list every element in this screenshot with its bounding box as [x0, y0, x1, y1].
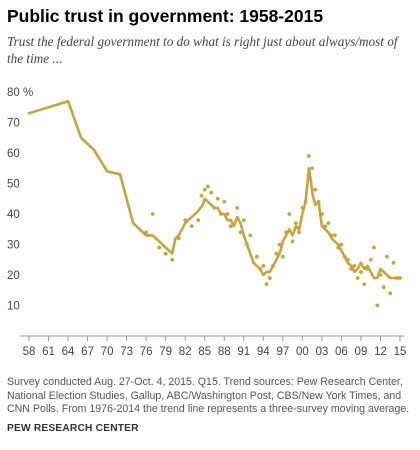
survey-point: [225, 212, 230, 216]
x-tick-label: 09: [355, 346, 368, 358]
x-tick-label: 15: [394, 346, 407, 358]
y-tick-label: 20: [7, 270, 20, 282]
survey-point: [388, 291, 393, 296]
trust-chart: 10 20 30 40 50 60 70 80 % 58 61 64 67 70 73 76 79 82 85 8…: [7, 87, 407, 358]
survey-point: [391, 260, 396, 265]
survey-point: [381, 285, 386, 290]
survey-point: [163, 251, 168, 256]
chart-note: Survey conducted Aug. 27-Oct. 4, 2015. Q…: [7, 376, 410, 415]
survey-point: [290, 239, 295, 244]
survey-point: [150, 212, 155, 216]
survey-point: [375, 303, 380, 308]
trend-line: [27, 99, 402, 280]
survey-point: [313, 187, 318, 192]
survey-point: [326, 221, 331, 226]
chart-title: Public trust in government: 1958-2015: [7, 6, 324, 26]
survey-point: [293, 221, 298, 226]
x-tick-label: 85: [198, 346, 211, 358]
x-tick-label: 97: [276, 346, 289, 358]
x-tick-label: 12: [374, 346, 387, 358]
survey-point: [362, 282, 367, 287]
x-tick-label: 67: [81, 346, 94, 358]
survey-point: [189, 224, 194, 229]
survey-point: [228, 224, 233, 229]
x-axis-ticks: [28, 336, 401, 341]
survey-point: [170, 257, 175, 262]
y-tick-label: 40: [7, 209, 20, 221]
survey-point: [267, 276, 272, 280]
x-tick-label: 76: [140, 346, 153, 358]
survey-point: [385, 254, 389, 259]
survey-point: [297, 230, 302, 235]
survey-point: [372, 245, 376, 250]
x-axis-tick-labels: 58 61 64 67 70 73 76 79 82 85 88 91 94 97 00 03 06 09 12 15: [23, 346, 407, 358]
survey-point: [254, 254, 259, 259]
source-label: PEW RESEARCH CENTER: [7, 423, 139, 434]
x-tick-label: 61: [42, 346, 55, 358]
y-tick-label: 50: [7, 179, 20, 191]
survey-point: [310, 166, 315, 171]
survey-point: [241, 218, 246, 223]
survey-point: [235, 206, 240, 210]
survey-point: [261, 263, 266, 268]
x-tick-label: 94: [257, 346, 270, 358]
survey-point: [368, 257, 373, 262]
y-tick-label: 30: [7, 240, 20, 252]
survey-point: [333, 233, 337, 238]
x-tick-label: 03: [315, 346, 328, 358]
x-tick-label: 64: [62, 346, 75, 358]
survey-point: [306, 154, 311, 158]
x-tick-label: 79: [159, 346, 172, 358]
x-tick-label: 58: [23, 346, 36, 358]
x-tick-label: 70: [101, 346, 114, 358]
survey-point: [248, 233, 253, 238]
x-tick-label: 06: [335, 346, 348, 358]
survey-point: [206, 184, 210, 189]
x-tick-label: 73: [120, 346, 133, 358]
survey-point: [222, 199, 227, 204]
survey-point: [339, 242, 344, 247]
survey-point: [352, 263, 357, 268]
survey-point: [157, 245, 162, 250]
survey-points: [144, 154, 402, 308]
chart-subtitle: Trust the federal government to do what …: [7, 34, 398, 66]
survey-point: [215, 196, 220, 201]
survey-point: [287, 212, 292, 216]
survey-point: [355, 276, 360, 280]
x-tick-label: 91: [237, 346, 250, 358]
survey-point: [202, 187, 207, 192]
y-tick-label: 60: [7, 148, 20, 160]
y-tick-label: 80 %: [7, 87, 33, 99]
x-tick-label: 00: [296, 346, 309, 358]
survey-point: [359, 270, 363, 274]
survey-point: [209, 190, 214, 195]
y-axis-tick-labels: 10 20 30 40 50 60 70 80 %: [7, 87, 33, 313]
y-tick-label: 70: [7, 118, 20, 130]
survey-point: [264, 282, 269, 287]
x-tick-label: 82: [179, 346, 192, 358]
y-tick-label: 10: [7, 301, 20, 313]
survey-point: [280, 254, 285, 259]
survey-point: [199, 193, 204, 198]
survey-point: [196, 218, 201, 223]
x-tick-label: 88: [218, 346, 231, 358]
survey-point: [274, 251, 279, 256]
